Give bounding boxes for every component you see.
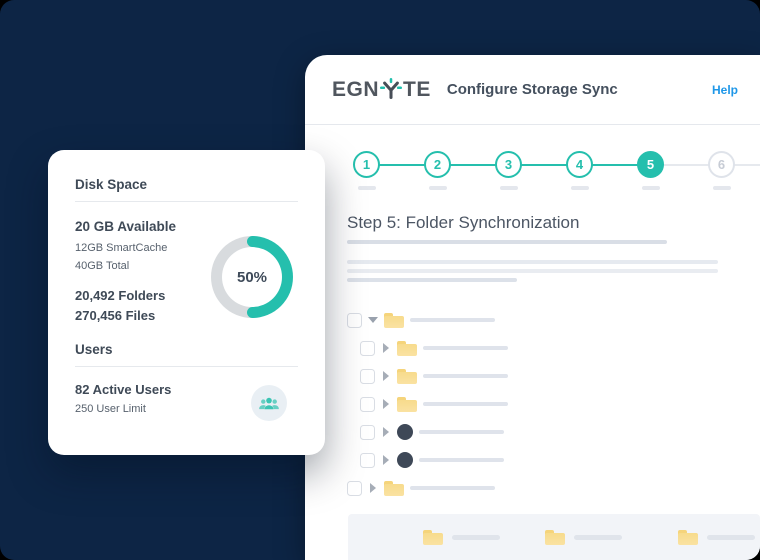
row-checkbox[interactable] xyxy=(360,396,375,412)
tree-row[interactable] xyxy=(347,418,760,446)
placeholder-line xyxy=(347,278,517,282)
stepper-line-todo xyxy=(650,164,760,166)
files-stat: 270,456 Files xyxy=(75,308,156,323)
step-label-placeholder xyxy=(712,186,731,190)
step-label-placeholder xyxy=(570,186,589,190)
disk-space-heading: Disk Space xyxy=(75,177,148,192)
folder-icon xyxy=(545,530,565,545)
drive-icon xyxy=(397,424,413,440)
logo-text-post: TE xyxy=(403,77,431,101)
placeholder-line xyxy=(347,260,718,264)
tree-row[interactable] xyxy=(347,334,760,362)
placeholder-line xyxy=(347,269,718,273)
row-checkbox[interactable] xyxy=(360,452,375,468)
caret-right-icon[interactable] xyxy=(381,399,391,409)
footer-folder-item xyxy=(423,530,500,545)
disk-space-card: Disk Space 20 GB Available 12GB SmartCac… xyxy=(48,150,325,455)
divider xyxy=(75,366,298,367)
folder-icon xyxy=(384,480,404,496)
page-title: Configure Storage Sync xyxy=(446,81,618,98)
available-stat: 20 GB Available xyxy=(75,219,177,234)
row-checkbox[interactable] xyxy=(347,312,362,328)
footer-label-placeholder xyxy=(707,535,755,540)
stepper-step-4[interactable]: 4 xyxy=(566,151,593,178)
step-label-placeholder xyxy=(499,186,518,190)
help-link[interactable]: Help xyxy=(711,82,738,97)
footer-folder-item xyxy=(545,530,622,545)
disk-usage-percent: 50% xyxy=(236,268,268,286)
stepper-step-6[interactable]: 6 xyxy=(708,151,735,178)
step-label-placeholder xyxy=(641,186,660,190)
caret-down-icon[interactable] xyxy=(368,315,378,325)
users-badge xyxy=(251,385,287,421)
caret-right-icon[interactable] xyxy=(381,343,391,353)
tree-row[interactable] xyxy=(347,362,760,390)
footer-label-placeholder xyxy=(574,535,622,540)
egnyte-logo: EGN TE xyxy=(332,77,431,102)
placeholder-line xyxy=(347,240,667,244)
user-limit-stat: 250 User Limit xyxy=(75,403,146,415)
tree-row[interactable] xyxy=(347,390,760,418)
panel-header: EGN TE Configure Storage Sync Help xyxy=(305,55,760,125)
folders-stat: 20,492 Folders xyxy=(75,288,166,303)
smartcache-stat: 12GB SmartCache xyxy=(75,242,168,254)
stepper-step-5[interactable]: 5 xyxy=(637,151,664,178)
caret-right-icon[interactable] xyxy=(368,483,378,493)
total-stat: 40GB Total xyxy=(75,260,130,272)
stepper-step-2[interactable]: 2 xyxy=(424,151,451,178)
footer-folder-item xyxy=(678,530,755,545)
folder-icon xyxy=(397,340,417,356)
users-heading: Users xyxy=(75,342,113,357)
users-group-icon xyxy=(259,397,279,410)
row-checkbox[interactable] xyxy=(360,340,375,356)
row-label-placeholder xyxy=(410,486,495,490)
footer-label-placeholder xyxy=(452,535,500,540)
folder-icon xyxy=(397,368,417,384)
tree-row[interactable] xyxy=(347,306,760,334)
stepper-step-3[interactable]: 3 xyxy=(495,151,522,178)
row-label-placeholder xyxy=(410,318,495,322)
tree-row[interactable] xyxy=(347,474,760,502)
step-label-placeholder xyxy=(357,186,376,190)
egnyte-y-icon xyxy=(380,77,403,99)
row-label-placeholder xyxy=(423,346,508,350)
logo-text-pre: EGN xyxy=(332,77,380,101)
active-users-stat: 82 Active Users xyxy=(75,382,172,397)
folder-icon xyxy=(678,530,698,545)
row-label-placeholder xyxy=(419,430,504,434)
row-label-placeholder xyxy=(423,402,508,406)
wizard-stepper: 1 2 3 4 5 6 xyxy=(353,151,760,191)
caret-right-icon[interactable] xyxy=(381,427,391,437)
stepper-step-1[interactable]: 1 xyxy=(353,151,380,178)
folder-icon xyxy=(423,530,443,545)
footer-strip xyxy=(348,514,760,560)
step-label-placeholder xyxy=(428,186,447,190)
row-checkbox[interactable] xyxy=(360,368,375,384)
divider xyxy=(75,201,298,202)
storage-sync-panel: EGN TE Configure Storage Sync Help 1 2 3 4 5… xyxy=(305,55,760,560)
row-checkbox[interactable] xyxy=(347,480,362,496)
row-checkbox[interactable] xyxy=(360,424,375,440)
caret-right-icon[interactable] xyxy=(381,455,391,465)
folder-icon xyxy=(397,396,417,412)
description-placeholders xyxy=(347,240,760,282)
tree-row[interactable] xyxy=(347,446,760,474)
row-label-placeholder xyxy=(419,458,504,462)
caret-right-icon[interactable] xyxy=(381,371,391,381)
disk-usage-donut-chart: 50% xyxy=(211,236,293,318)
folder-tree xyxy=(347,306,760,502)
folder-icon xyxy=(384,312,404,328)
drive-icon xyxy=(397,452,413,468)
row-label-placeholder xyxy=(423,374,508,378)
step-heading: Step 5: Folder Synchronization xyxy=(347,213,580,232)
